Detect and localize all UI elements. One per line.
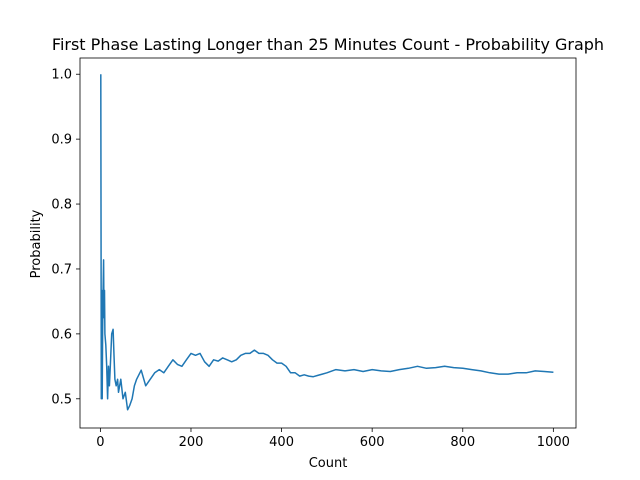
x-axis: 0 200 400 600 800 1000 [96,428,570,450]
y-tick-label: 0.6 [51,327,72,342]
y-tick-label: 0.9 [51,133,72,148]
axes-frame [79,57,577,429]
x-tick-label: 800 [450,435,475,450]
series-line-0 [100,74,554,411]
y-tick-label: 1.0 [51,68,72,83]
x-tick-label: 0 [96,435,104,450]
chart-title: First Phase Lasting Longer than 25 Minut… [52,35,604,54]
x-tick-label: 1000 [537,435,570,450]
x-tick-label: 200 [179,435,204,450]
y-axis-title: Probability [29,209,44,278]
y-axis: 0.5 0.6 0.7 0.8 0.9 1.0 [51,68,80,407]
y-tick-label: 0.5 [51,392,72,407]
plot-area [79,57,577,429]
x-tick-label: 400 [269,435,294,450]
y-tick-label: 0.7 [51,262,72,277]
x-tick-label: 600 [360,435,385,450]
x-axis-title: Count [309,456,348,471]
y-tick-label: 0.8 [51,198,72,213]
